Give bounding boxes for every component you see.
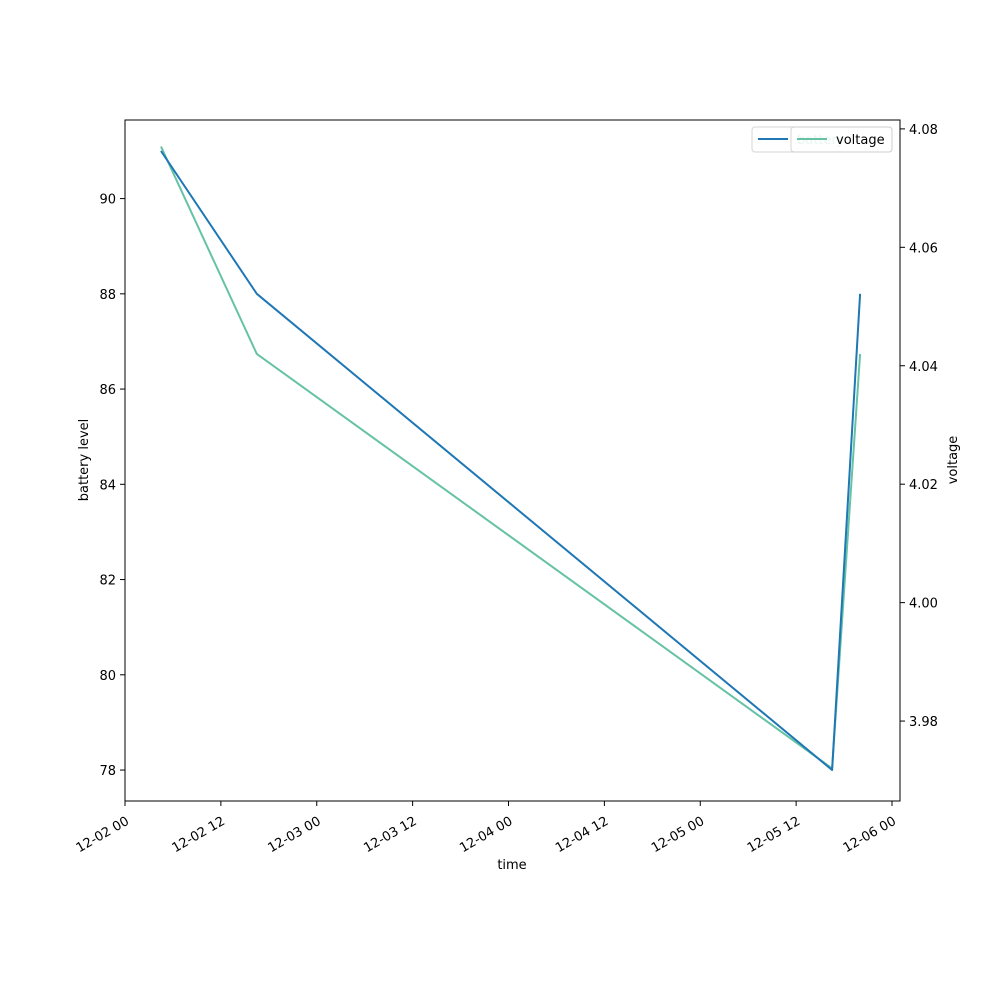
y-right-axis-title: voltage [946, 436, 961, 485]
y-right-tick-label: 4.00 [909, 597, 938, 612]
x-tick-label: 12-05 00 [649, 814, 707, 856]
y-right-tick-label: 4.02 [909, 478, 938, 493]
series-line-voltage [160, 146, 862, 770]
series-layer [160, 146, 862, 771]
plot-frame [124, 119, 901, 802]
y-right-tick-label: 4.04 [909, 360, 938, 375]
y-left-tick-label: 88 [99, 288, 116, 303]
y-left-tick-label: 78 [99, 764, 116, 779]
y-right-tick-label: 4.06 [909, 241, 938, 256]
x-tick-label: 12-03 00 [266, 814, 324, 856]
y-left-tick-label: 80 [99, 669, 116, 684]
x-tick-label: 12-02 12 [170, 814, 228, 856]
y-left-tick-label: 82 [99, 574, 116, 589]
x-tick-label: 12-05 12 [745, 814, 803, 856]
x-tick-label: 12-03 12 [361, 814, 419, 856]
x-tick-label: 12-02 00 [74, 814, 132, 856]
y-right-tick-label: 4.08 [909, 123, 938, 138]
y-right-tick-label: 3.98 [909, 715, 938, 730]
x-tick-label: 12-04 12 [553, 814, 611, 856]
y-left-axis-title: battery level [77, 419, 92, 502]
y-left-tick-label: 84 [99, 478, 116, 493]
x-tick-label: 12-06 00 [841, 814, 899, 856]
x-axis-title: time [497, 858, 526, 873]
y-left-tick-label: 86 [99, 383, 116, 398]
x-tick-label: 12-04 00 [457, 814, 515, 856]
y-right-axis-ticks: 3.98 4.00 4.02 4.04 4.06 4.08 [900, 123, 938, 730]
x-axis-ticks: 12-02 00 12-02 12 12-03 00 12-03 12 12-04 00… [74, 801, 899, 856]
y-left-axis-ticks: 78 80 82 84 86 88 90 [99, 193, 125, 779]
legend-voltage: voltage [790, 126, 893, 153]
y-left-tick-label: 90 [99, 193, 116, 208]
series-line-battery [160, 150, 862, 771]
legend-voltage-label: voltage [836, 133, 885, 148]
